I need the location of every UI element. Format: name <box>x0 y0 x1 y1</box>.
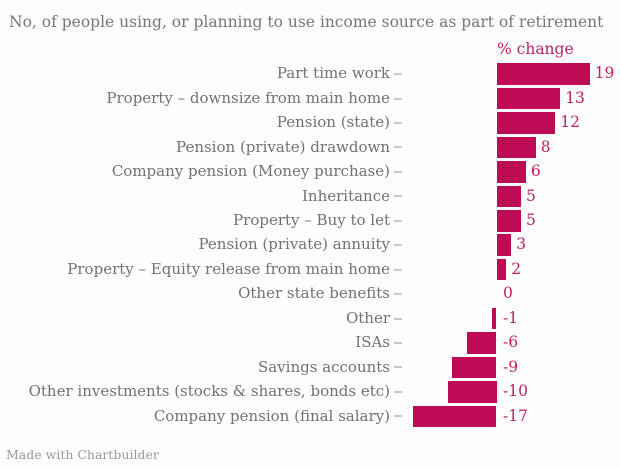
axis-tick <box>394 366 402 369</box>
axis-tick <box>394 195 402 198</box>
value-label: 0 <box>503 284 513 303</box>
value-label: 8 <box>540 137 551 156</box>
value-label: 3 <box>516 235 527 254</box>
bar <box>496 136 536 159</box>
axis-tick <box>394 317 402 320</box>
axis-tick <box>394 244 402 247</box>
bar <box>496 258 507 281</box>
category-label: Savings accounts <box>257 357 390 376</box>
axis-tick <box>394 97 402 100</box>
bar <box>467 332 497 354</box>
category-label: ISAs <box>355 333 390 352</box>
category-label: Pension (state) <box>276 113 390 132</box>
category-label: Property – Equity release from main home <box>67 259 390 278</box>
axis-tick <box>394 293 402 296</box>
bar <box>496 185 521 208</box>
chartbuilder-credit: Made with Chartbuilder <box>6 447 159 462</box>
axis-tick <box>394 415 402 418</box>
category-label: Property – Buy to let <box>233 211 390 229</box>
value-label: -17 <box>503 406 528 425</box>
axis-tick <box>394 268 402 271</box>
axis-tick <box>394 342 402 344</box>
value-label: 12 <box>560 113 581 132</box>
value-label: 5 <box>526 186 536 205</box>
value-label: 19 <box>594 64 615 83</box>
bar <box>496 161 526 183</box>
category-label: Pension (private) annuity <box>198 235 391 254</box>
category-label: Company pension (final salary) <box>153 406 390 425</box>
bar <box>496 63 590 85</box>
bar <box>447 381 497 403</box>
value-label: -9 <box>503 357 519 376</box>
bar <box>496 210 521 232</box>
bar <box>496 234 512 256</box>
bar <box>491 307 497 330</box>
category-label: Part time work <box>276 64 390 83</box>
bar <box>496 87 561 110</box>
bar <box>496 112 556 134</box>
value-axis-label: % change <box>497 40 574 58</box>
value-label: -10 <box>503 382 528 401</box>
chart-title: No, of people using, or planning to use … <box>9 13 604 31</box>
axis-tick <box>394 73 402 76</box>
axis-tick <box>394 121 402 124</box>
category-label: Inheritance <box>301 186 390 205</box>
value-label: 6 <box>530 162 541 181</box>
category-label: Property – downsize from main home <box>106 88 390 107</box>
value-label: -1 <box>503 308 519 327</box>
bar <box>452 356 497 379</box>
axis-tick <box>394 390 402 393</box>
category-label: Pension (private) drawdown <box>176 137 390 156</box>
value-label: 13 <box>565 88 585 107</box>
value-label: 5 <box>526 211 536 229</box>
value-label: 2 <box>511 259 522 278</box>
value-label: -6 <box>503 333 519 352</box>
category-label: Company pension (Money purchase) <box>111 162 390 181</box>
category-label: Other investments (stocks & shares, bond… <box>28 382 390 401</box>
axis-tick <box>394 170 402 173</box>
category-label: Other state benefits <box>238 284 390 303</box>
bar <box>413 405 497 428</box>
axis-tick <box>394 146 402 149</box>
category-label: Other <box>345 308 390 327</box>
axis-tick <box>394 219 402 222</box>
